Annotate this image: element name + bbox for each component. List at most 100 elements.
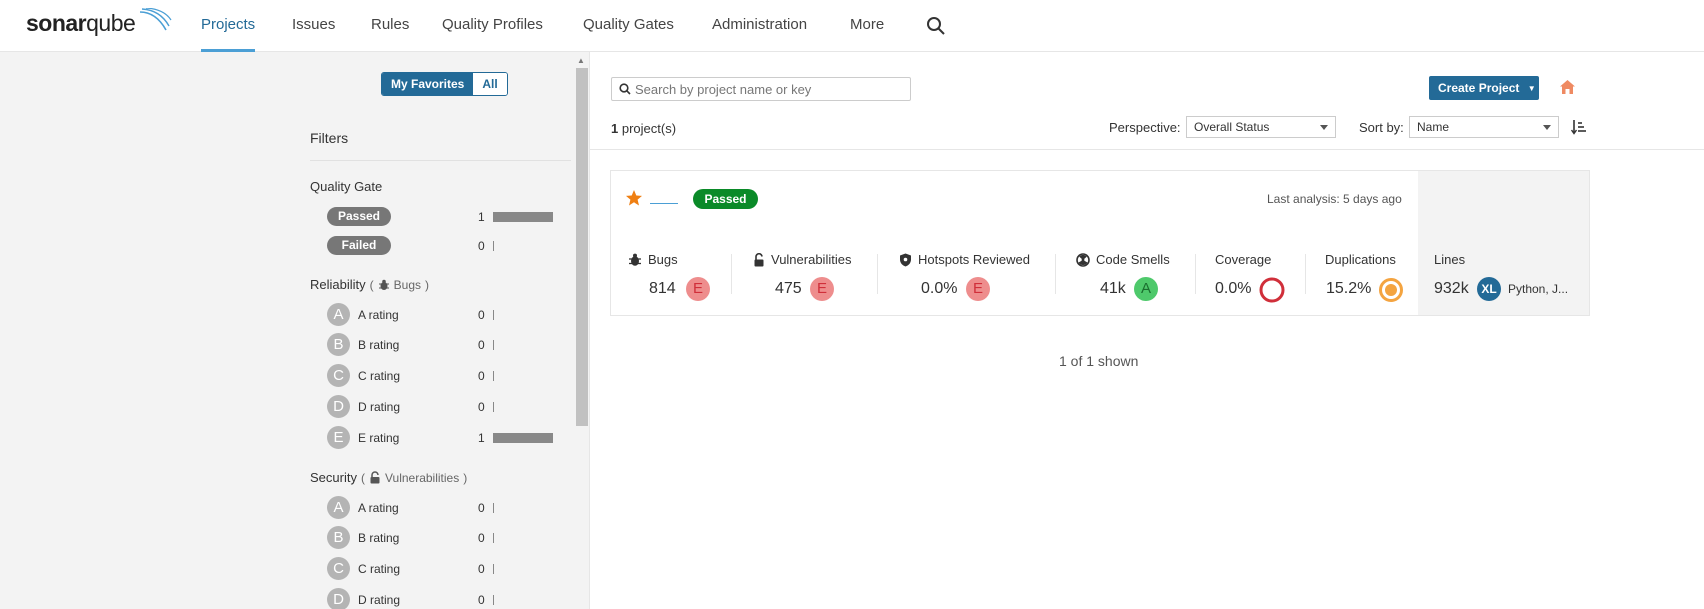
nav-issues[interactable]: Issues xyxy=(292,16,336,33)
rating-a-circle[interactable]: A xyxy=(327,496,350,519)
duplications-measure-label[interactable]: Duplications xyxy=(1325,252,1396,267)
project-count-number: 1 xyxy=(611,121,619,136)
reliability-b-bar xyxy=(493,340,494,350)
vulnerabilities-value[interactable]: 475 xyxy=(775,280,802,297)
lines-measure-label: Lines xyxy=(1434,252,1465,267)
paren: ( xyxy=(360,470,365,485)
create-project-button[interactable]: Create Project ▼ xyxy=(1429,76,1539,100)
security-a-count: 0 xyxy=(478,501,485,515)
facet-sub-text: Vulnerabilities xyxy=(384,470,460,485)
nav-projects[interactable]: Projects xyxy=(201,16,256,52)
nav-quality-gates[interactable]: Quality Gates xyxy=(583,16,674,33)
logo-text-light: qube xyxy=(86,10,136,36)
reliability-a-label[interactable]: A rating xyxy=(358,308,399,322)
caret-down-icon: ▼ xyxy=(1527,84,1536,93)
coverage-label-text: Coverage xyxy=(1215,252,1272,267)
nav-administration[interactable]: Administration xyxy=(712,16,808,33)
bug-icon xyxy=(629,253,641,266)
vulnerabilities-rating-e[interactable]: E xyxy=(810,277,834,301)
security-d-bar xyxy=(493,595,494,605)
sort-by-select[interactable]: Name xyxy=(1409,116,1559,138)
hotspots-rating-e[interactable]: E xyxy=(966,277,990,301)
code-smells-measure-label[interactable]: Code Smells xyxy=(1076,252,1170,267)
bugs-measure-label[interactable]: Bugs xyxy=(628,252,678,267)
nav-quality-profiles[interactable]: Quality Profiles xyxy=(442,16,543,33)
qg-failed-option[interactable]: Failed xyxy=(327,236,391,255)
coverage-value[interactable]: 0.0% xyxy=(1215,280,1252,297)
code-smells-value[interactable]: 41k xyxy=(1100,280,1126,297)
paren: ) xyxy=(425,277,429,292)
reliability-facet-title[interactable]: Reliability ( Bugs ) xyxy=(310,277,429,292)
project-name-link[interactable] xyxy=(650,189,678,204)
sonarqube-logo[interactable]: sonarqube xyxy=(26,8,172,37)
bug-icon xyxy=(378,279,389,290)
sidebar-scrollbar-thumb[interactable] xyxy=(576,68,588,426)
bugs-rating-e[interactable]: E xyxy=(686,277,710,301)
security-c-bar xyxy=(493,564,494,574)
lines-value[interactable]: 932k xyxy=(1434,280,1469,297)
security-b-label[interactable]: B rating xyxy=(358,531,400,545)
sort-by-label: Sort by: xyxy=(1359,120,1404,135)
security-c-label[interactable]: C rating xyxy=(358,562,401,576)
reliability-b-count: 0 xyxy=(478,338,485,352)
lock-icon xyxy=(370,471,380,484)
logo-waves-icon xyxy=(139,8,172,31)
languages-text: Python, J... xyxy=(1508,282,1569,296)
reliability-b-label[interactable]: B rating xyxy=(358,338,400,352)
rating-b-circle[interactable]: B xyxy=(327,526,350,549)
reliability-c-label[interactable]: C rating xyxy=(358,369,401,383)
search-icon[interactable] xyxy=(926,16,946,41)
reliability-e-label[interactable]: E rating xyxy=(358,431,400,445)
bugs-value[interactable]: 814 xyxy=(649,280,676,297)
reliability-d-label[interactable]: D rating xyxy=(358,400,401,414)
logo-text-bold: sonar xyxy=(26,10,87,36)
security-d-label[interactable]: D rating xyxy=(358,593,401,607)
search-icon xyxy=(619,83,631,95)
rating-c-circle[interactable]: C xyxy=(327,364,350,387)
duplications-ring-icon[interactable] xyxy=(1378,277,1404,308)
lines-label-text: Lines xyxy=(1434,252,1466,267)
hotspots-measure-label[interactable]: Hotspots Reviewed xyxy=(899,252,1030,267)
divider xyxy=(310,160,571,161)
qg-passed-count: 1 xyxy=(478,210,485,224)
duplications-label-text: Duplications xyxy=(1325,252,1396,267)
quality-gate-facet-title[interactable]: Quality Gate xyxy=(310,179,382,194)
project-search-input[interactable]: Search by project name or key xyxy=(611,77,911,101)
last-analysis-date: Last analysis: 5 days ago xyxy=(1267,192,1402,206)
security-facet-title[interactable]: Security ( Vulnerabilities ) xyxy=(310,470,467,485)
home-icon[interactable] xyxy=(1559,79,1576,100)
nav-rules[interactable]: Rules xyxy=(371,16,410,33)
shown-count: 1 of 1 shown xyxy=(1059,353,1139,369)
rating-e-circle[interactable]: E xyxy=(327,426,350,449)
nav-more[interactable]: More xyxy=(850,16,885,33)
favorite-star-icon[interactable] xyxy=(625,189,643,212)
scroll-up-arrow-icon[interactable]: ▲ xyxy=(577,56,585,65)
perspective-select[interactable]: Overall Status xyxy=(1186,116,1336,138)
rating-d-circle[interactable]: D xyxy=(327,588,350,609)
search-placeholder: Search by project name or key xyxy=(635,82,812,97)
reliability-a-bar xyxy=(493,310,494,320)
rating-a-circle[interactable]: A xyxy=(327,303,350,326)
rating-d-circle[interactable]: D xyxy=(327,395,350,418)
qg-failed-count: 0 xyxy=(478,239,485,253)
favorites-toggle: My Favorites All xyxy=(381,72,508,96)
rating-b-circle[interactable]: B xyxy=(327,333,350,356)
qg-passed-option[interactable]: Passed xyxy=(327,207,391,226)
coverage-ring-icon[interactable] xyxy=(1259,277,1285,308)
duplications-value[interactable]: 15.2% xyxy=(1326,280,1372,297)
security-a-label[interactable]: A rating xyxy=(358,501,399,515)
vulnerabilities-label-text: Vulnerabilities xyxy=(771,252,852,267)
rating-c-circle[interactable]: C xyxy=(327,557,350,580)
hotspots-value[interactable]: 0.0% xyxy=(921,280,958,297)
my-favorites-button[interactable]: My Favorites xyxy=(382,73,474,95)
vulnerabilities-measure-label[interactable]: Vulnerabilities xyxy=(753,252,851,267)
code-smells-rating-a[interactable]: A xyxy=(1134,277,1158,301)
security-c-count: 0 xyxy=(478,562,485,576)
measure-separator xyxy=(1305,254,1306,294)
lock-icon xyxy=(754,252,764,266)
filters-title: Filters xyxy=(310,130,349,146)
reliability-e-count: 1 xyxy=(478,431,485,445)
all-button[interactable]: All xyxy=(473,73,507,95)
sort-direction-icon[interactable] xyxy=(1570,119,1587,140)
coverage-measure-label[interactable]: Coverage xyxy=(1215,252,1271,267)
